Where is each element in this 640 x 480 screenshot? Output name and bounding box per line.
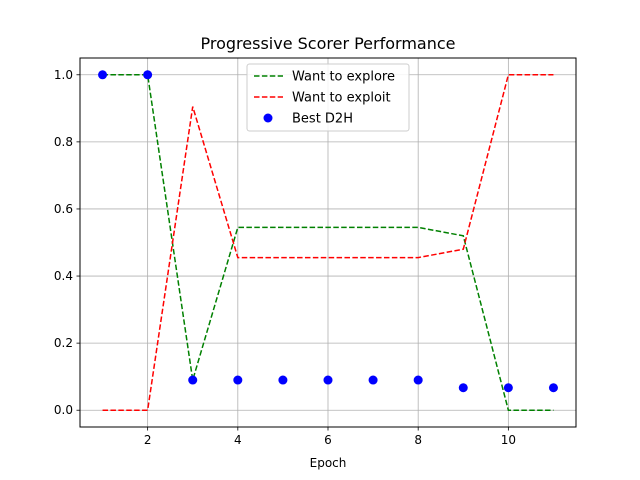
axis-ticks: 2 4 6 8 10 0.0 0.2 0.4 0.6 0.8 1.0 [54, 68, 516, 447]
x-axis-label: Epoch [310, 456, 347, 470]
legend-label: Want to exploit [292, 91, 391, 106]
legend-label: Want to explore [292, 70, 395, 85]
data-point-best-d2h [458, 383, 468, 393]
series-best-d2h [98, 70, 558, 393]
x-tick-label: 6 [324, 433, 332, 447]
y-tick-label: 0.2 [54, 336, 73, 350]
y-tick-label: 0.6 [54, 202, 73, 216]
data-point-best-d2h [233, 375, 243, 385]
y-tick-label: 1.0 [54, 68, 73, 82]
x-tick-label: 10 [501, 433, 516, 447]
y-tick-label: 0.0 [54, 403, 73, 417]
chart-title: Progressive Scorer Performance [201, 34, 456, 53]
legend-marker-swatch [263, 113, 273, 123]
x-tick-label: 2 [144, 433, 152, 447]
data-point-best-d2h [143, 70, 153, 80]
data-point-best-d2h [548, 383, 558, 393]
data-point-best-d2h [323, 375, 333, 385]
legend-frame [246, 63, 410, 132]
data-point-best-d2h [503, 383, 513, 393]
y-tick-label: 0.4 [54, 269, 73, 283]
data-point-best-d2h [188, 375, 198, 385]
series-want-to-exploit [102, 74, 554, 411]
data-point-best-d2h [413, 375, 423, 385]
series-line-want-to-exploit [102, 74, 554, 411]
x-tick-label: 4 [234, 433, 242, 447]
series-want-to-explore [102, 74, 554, 411]
data-point-best-d2h [368, 375, 378, 385]
plot-series [98, 70, 558, 411]
legend: Want to explore Want to exploit Best D2H [246, 63, 410, 132]
legend-label: Best D2H [292, 112, 353, 127]
y-tick-label: 0.8 [54, 135, 73, 149]
data-point-best-d2h [98, 70, 108, 80]
series-line-want-to-explore [102, 74, 554, 411]
x-tick-label: 8 [414, 433, 422, 447]
data-point-best-d2h [278, 375, 288, 385]
